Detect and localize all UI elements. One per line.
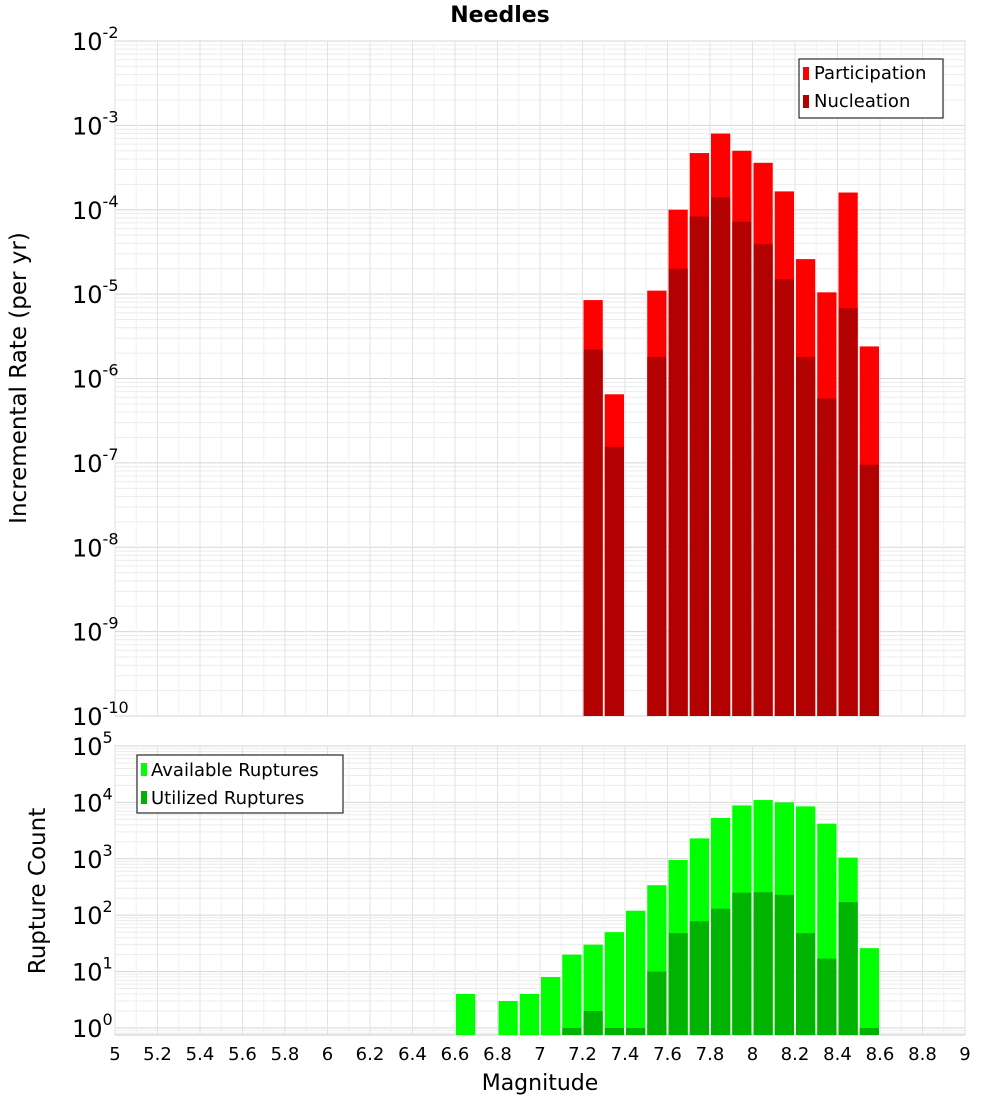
bar-nucleation bbox=[817, 398, 837, 716]
x-tick-label: 6.6 bbox=[441, 1044, 470, 1065]
bar-utilized-ruptures bbox=[604, 1027, 624, 1035]
bar-utilized-ruptures bbox=[668, 933, 688, 1035]
y-tick-label: 10-8 bbox=[72, 529, 119, 562]
bar-available-ruptures bbox=[604, 932, 624, 1035]
x-tick-label: 5.2 bbox=[143, 1044, 172, 1065]
legend-label-nucleation: Nucleation bbox=[814, 91, 910, 112]
bar-nucleation bbox=[774, 279, 794, 716]
bar-nucleation bbox=[583, 349, 603, 716]
y-tick-label: 101 bbox=[72, 954, 113, 987]
x-axis-label: Magnitude bbox=[482, 1071, 599, 1096]
bar-nucleation bbox=[796, 356, 816, 716]
bar-nucleation bbox=[732, 221, 752, 716]
y-tick-label: 103 bbox=[72, 841, 113, 874]
bar-utilized-ruptures bbox=[859, 1027, 879, 1035]
y-tick-label: 10-7 bbox=[72, 445, 119, 478]
bar-available-ruptures bbox=[519, 994, 539, 1035]
bar-nucleation bbox=[838, 308, 858, 716]
bar-nucleation bbox=[647, 356, 667, 716]
bar-nucleation bbox=[859, 464, 879, 716]
chart-title: Needles bbox=[450, 3, 550, 28]
top-gridlines bbox=[114, 40, 966, 717]
x-tick-label: 6.8 bbox=[483, 1044, 512, 1065]
bottom-bars bbox=[456, 800, 879, 1035]
bar-nucleation bbox=[604, 446, 624, 716]
bar-nucleation bbox=[689, 216, 709, 716]
y-tick-label: 102 bbox=[72, 897, 113, 930]
bar-utilized-ruptures bbox=[774, 894, 794, 1035]
y-tick-label: 10-9 bbox=[72, 614, 119, 647]
x-tick-label: 5.6 bbox=[228, 1044, 257, 1065]
bar-utilized-ruptures bbox=[689, 921, 709, 1035]
x-tick-label: 6 bbox=[322, 1044, 333, 1065]
bar-available-ruptures bbox=[859, 948, 879, 1035]
bar-available-ruptures bbox=[626, 910, 646, 1035]
top-y-axis-label: Incremental Rate (per yr) bbox=[6, 232, 32, 524]
legend-swatch-available bbox=[141, 763, 147, 776]
top-bars bbox=[583, 133, 879, 717]
x-tick-label: 8.4 bbox=[823, 1044, 852, 1065]
legend-swatch-utilized bbox=[141, 791, 147, 804]
x-tick-label: 5 bbox=[109, 1044, 120, 1065]
y-tick-label: 105 bbox=[72, 728, 113, 761]
x-tick-label: 5.4 bbox=[186, 1044, 215, 1065]
x-tick-label: 6.2 bbox=[356, 1044, 385, 1065]
legend-swatch-participation bbox=[803, 67, 809, 80]
bar-utilized-ruptures bbox=[796, 933, 816, 1035]
top-legend-box bbox=[798, 58, 944, 119]
legend-label-utilized: Utilized Ruptures bbox=[151, 788, 304, 809]
x-tick-label: 7.6 bbox=[653, 1044, 682, 1065]
x-tick-label: 7.2 bbox=[568, 1044, 597, 1065]
legend-label-participation: Participation bbox=[814, 63, 926, 84]
y-tick-label: 10-4 bbox=[72, 192, 119, 225]
x-tick-label: 7.8 bbox=[696, 1044, 725, 1065]
x-tick-labels: 5 5.2 5.4 5.6 5.8 6 6.2 6.4 6.6 6.8 7 7.2 7.4 7.6 7.8 8… bbox=[109, 1044, 970, 1065]
y-tick-label: 10-10 bbox=[72, 698, 129, 731]
bar-utilized-ruptures bbox=[838, 902, 858, 1035]
y-tick-label: 10-3 bbox=[72, 107, 119, 140]
bottom-y-axis-label: Rupture Count bbox=[25, 808, 51, 974]
bar-utilized-ruptures bbox=[583, 1010, 603, 1035]
y-tick-label: 100 bbox=[72, 1010, 113, 1043]
bar-utilized-ruptures bbox=[753, 892, 773, 1035]
bar-utilized-ruptures bbox=[626, 1027, 646, 1035]
bottom-gridlines bbox=[114, 745, 966, 1035]
legend-label-available: Available Ruptures bbox=[151, 760, 319, 781]
x-tick-label: 6.4 bbox=[398, 1044, 427, 1065]
participation-nucleation-chart: 10-2 10-3 10-4 10-5 10-6 10-7 10-8 10-9 10-10 In… bbox=[6, 23, 966, 731]
legend-swatch-nucleation bbox=[803, 95, 809, 108]
bar-nucleation bbox=[668, 268, 688, 716]
bar-utilized-ruptures bbox=[562, 1027, 582, 1035]
x-tick-label: 7.4 bbox=[611, 1044, 640, 1065]
bottom-y-tick-labels: 105 104 103 102 101 100 bbox=[72, 728, 113, 1043]
bottom-legend-box bbox=[136, 754, 344, 814]
x-tick-label: 8.8 bbox=[908, 1044, 937, 1065]
x-tick-label: 9 bbox=[959, 1044, 970, 1065]
bar-available-ruptures bbox=[562, 954, 582, 1035]
bar-utilized-ruptures bbox=[732, 892, 752, 1035]
x-tick-label: 8.2 bbox=[781, 1044, 810, 1065]
x-tick-label: 8.6 bbox=[866, 1044, 895, 1065]
bar-utilized-ruptures bbox=[711, 908, 731, 1035]
top-legend: Participation Nucleation bbox=[798, 58, 944, 119]
bar-available-ruptures bbox=[498, 1001, 518, 1035]
bottom-legend: Available Ruptures Utilized Ruptures bbox=[136, 754, 344, 814]
bar-nucleation bbox=[753, 244, 773, 717]
top-y-tick-labels: 10-2 10-3 10-4 10-5 10-6 10-7 10-8 10-9 10-10 bbox=[72, 23, 129, 731]
x-tick-label: 7 bbox=[534, 1044, 545, 1065]
bar-nucleation bbox=[711, 197, 731, 717]
y-tick-label: 10-6 bbox=[72, 361, 119, 394]
bar-utilized-ruptures bbox=[647, 971, 667, 1035]
y-tick-label: 10-5 bbox=[72, 276, 119, 309]
rupture-count-chart: 105 104 103 102 101 100 5 5.2 5.4 5.6 5.8 6 6.2 6.4 6… bbox=[25, 728, 971, 1096]
bar-available-ruptures bbox=[456, 994, 476, 1035]
bar-utilized-ruptures bbox=[817, 958, 837, 1035]
x-tick-label: 8 bbox=[747, 1044, 758, 1065]
y-tick-label: 104 bbox=[72, 784, 113, 817]
x-tick-label: 5.8 bbox=[271, 1044, 300, 1065]
bar-available-ruptures bbox=[541, 977, 561, 1035]
y-tick-label: 10-2 bbox=[72, 23, 119, 56]
